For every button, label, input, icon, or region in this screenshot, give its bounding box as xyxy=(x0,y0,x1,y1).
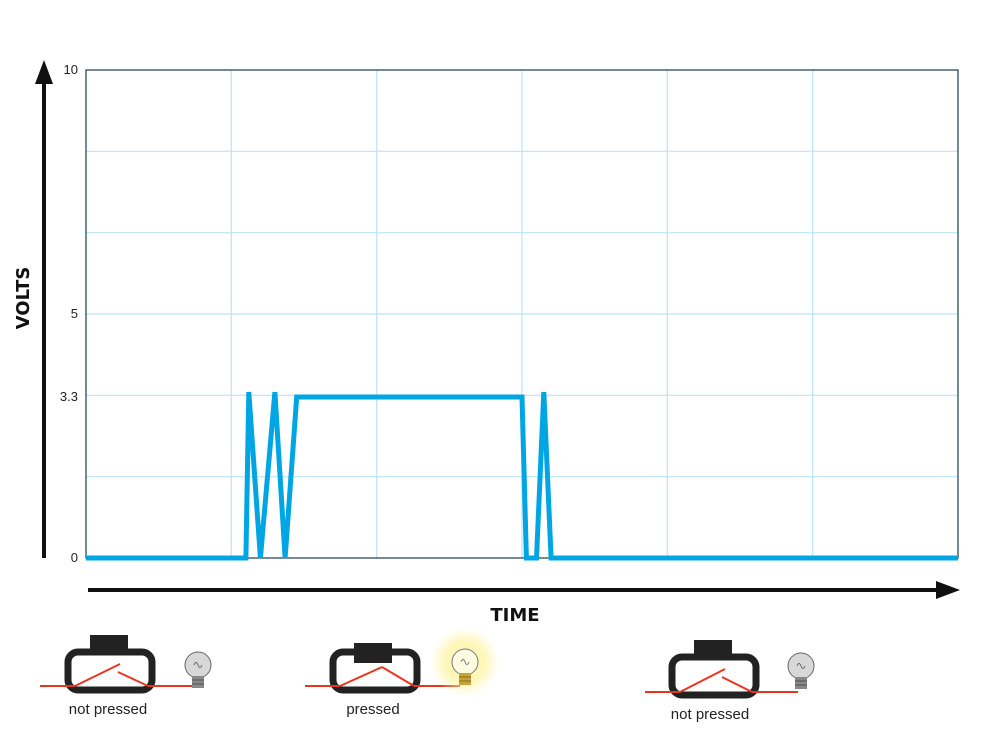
button-switch-icon xyxy=(305,643,460,694)
light-bulb-on-icon xyxy=(431,628,499,696)
button-switch-icon xyxy=(645,640,798,699)
y-tick-label: 10 xyxy=(64,62,78,77)
state-not-pressed-2: not pressed xyxy=(645,640,815,723)
x-axis-title: TIME xyxy=(490,605,539,626)
plot-frame xyxy=(85,69,959,559)
light-bulb-off-icon xyxy=(184,651,212,688)
y-tick-label: 5 xyxy=(71,306,78,321)
state-pressed: pressed xyxy=(305,628,499,718)
y-tick-label: 0 xyxy=(71,550,78,565)
state-caption: not pressed xyxy=(671,706,749,723)
state-not-pressed-1: not pressed xyxy=(40,635,212,718)
voltage-signal-line xyxy=(86,391,958,561)
state-caption: not pressed xyxy=(69,701,147,718)
y-tick-labels: 0 3.3 5 10 xyxy=(60,62,78,565)
x-axis-arrow xyxy=(88,581,960,599)
state-caption: pressed xyxy=(346,701,399,718)
y-axis-arrow xyxy=(35,60,53,558)
button-switch-icon xyxy=(40,635,195,694)
y-tick-label: 3.3 xyxy=(60,389,78,404)
light-bulb-off-icon xyxy=(787,652,815,689)
y-axis-title: VOLTS xyxy=(13,267,34,330)
signal-series xyxy=(86,391,958,561)
